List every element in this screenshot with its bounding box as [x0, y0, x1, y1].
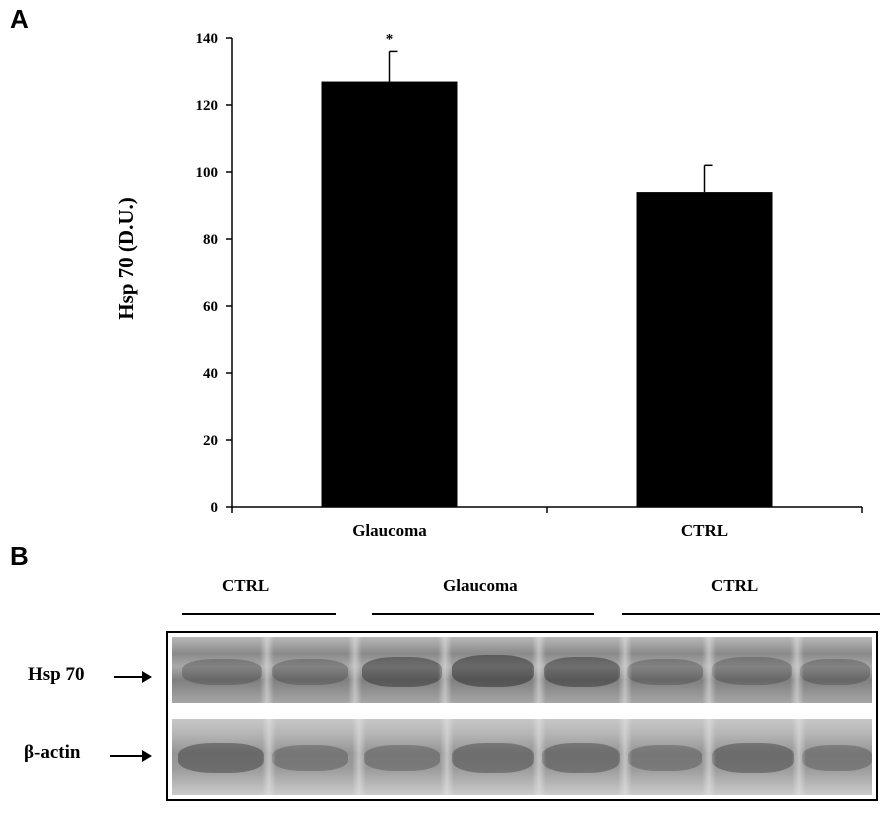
- panel-label-a: A: [10, 4, 29, 34]
- y-tick-label: 20: [203, 433, 218, 449]
- x-category-label: Glaucoma: [352, 521, 427, 540]
- lane-group-line-glaucoma: [372, 613, 594, 615]
- y-tick-label: 140: [196, 31, 219, 47]
- western-blot-image: [166, 631, 878, 801]
- y-tick-label: 40: [203, 366, 218, 382]
- bar: [321, 81, 458, 508]
- y-tick-label: 120: [196, 98, 219, 114]
- y-tick-label: 80: [203, 232, 218, 248]
- lane-group-label-ctrl-2: CTRL: [711, 576, 759, 595]
- y-axis-label: Hsp 70 (D.U.): [114, 197, 138, 320]
- lane-group-label-glaucoma: Glaucoma: [443, 576, 518, 595]
- beta-actin-band-strip: [172, 719, 872, 795]
- y-tick-label: 0: [211, 500, 219, 516]
- bar-chart: 0 20 40 60 80 100 120 140 * Glaucoma CTRL Hsp 70 (D…: [114, 31, 863, 540]
- hsp70-band-strip: [172, 637, 872, 703]
- x-category-label: CTRL: [681, 521, 728, 540]
- lane-group-line-ctrl-1: [182, 613, 336, 615]
- lane-group-line-ctrl-2: [622, 613, 880, 615]
- band-label-hsp70: Hsp 70: [28, 664, 85, 685]
- y-tick-label: 100: [196, 165, 219, 181]
- significance-annotation: *: [386, 31, 394, 47]
- band-label-beta-actin: β-actin: [24, 742, 81, 763]
- arrow-right-icon: [110, 750, 152, 762]
- y-tick-label: 60: [203, 299, 218, 315]
- bar: [636, 192, 773, 507]
- panel-label-b: B: [10, 541, 29, 571]
- arrow-right-icon: [114, 671, 152, 683]
- lane-group-label-ctrl-1: CTRL: [222, 576, 270, 595]
